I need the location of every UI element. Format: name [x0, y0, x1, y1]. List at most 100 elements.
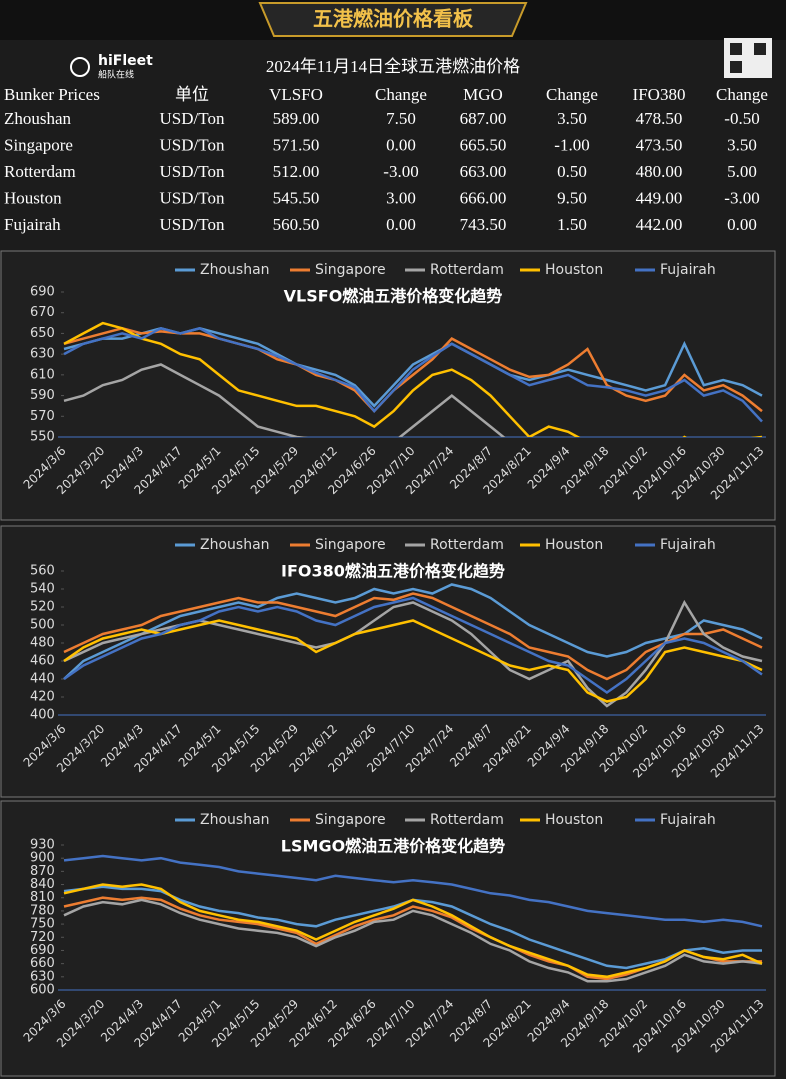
column-header: MGO [463, 85, 503, 104]
y-tick-label: 720 [30, 930, 55, 945]
y-tick-label: 480 [30, 636, 55, 651]
y-tick-label: 780 [30, 903, 55, 918]
table-cell: USD/Ton [160, 135, 225, 154]
legend-label: Fujairah [660, 262, 716, 278]
table-cell: USD/Ton [160, 162, 225, 181]
y-tick-label: 840 [30, 877, 55, 892]
legend-label: Rotterdam [430, 537, 504, 553]
table-cell: Singapore [4, 135, 73, 154]
table-cell: 560.50 [273, 215, 320, 234]
change-cell: -0.50 [724, 109, 759, 128]
y-tick-label: 560 [30, 564, 55, 579]
legend-label: Singapore [315, 262, 386, 278]
chart-panel [0, 250, 776, 521]
chart: 6006306606907207507808108408709009302024… [0, 800, 776, 1077]
change-cell: 0.00 [386, 135, 416, 154]
legend-label: Houston [545, 812, 603, 828]
chart-panel [0, 800, 776, 1077]
column-header: Bunker Prices [4, 85, 100, 104]
qr-mark [730, 61, 742, 73]
column-header: Change [716, 85, 768, 104]
y-tick-label: 630 [30, 969, 55, 984]
y-tick-label: 500 [30, 618, 55, 633]
y-tick-label: 520 [30, 600, 55, 615]
series-line [63, 592, 763, 681]
table-cell: 480.00 [636, 162, 683, 181]
y-tick-label: 630 [30, 347, 55, 362]
y-tick-label: 650 [30, 326, 55, 341]
banner [258, 2, 528, 37]
y-tick-label: 810 [30, 890, 55, 905]
column-header: Change [546, 85, 598, 104]
table-cell: 589.00 [273, 109, 320, 128]
y-tick-label: 930 [30, 838, 55, 853]
table-cell: 666.00 [460, 188, 507, 207]
change-cell: 3.00 [386, 188, 416, 207]
table-cell: USD/Ton [160, 215, 225, 234]
table-cell: 571.50 [273, 135, 320, 154]
change-cell: 0.50 [557, 162, 587, 181]
y-tick-label: 600 [30, 983, 55, 998]
y-tick-label: 870 [30, 864, 55, 879]
chart-title: VLSFO燃油五港价格变化趋势 [284, 287, 503, 306]
legend-label: Singapore [315, 537, 386, 553]
price-table: Bunker Prices 单位 VLSFO Change MGO Change IFO38… [4, 85, 768, 234]
table-cell: USD/Ton [160, 188, 225, 207]
table-cell: USD/Ton [160, 109, 225, 128]
change-cell: 0.00 [386, 215, 416, 234]
table-cell: Rotterdam [4, 162, 76, 181]
legend-label: Singapore [315, 812, 386, 828]
legend-label: Houston [545, 537, 603, 553]
table-cell: 473.50 [636, 135, 683, 154]
table-cell: 687.00 [460, 109, 507, 128]
chart-title: LSMGO燃油五港价格变化趋势 [281, 837, 505, 856]
legend-label: Houston [545, 262, 603, 278]
subtitle: 2024年11月14日全球五港燃油价格 [266, 57, 520, 76]
y-tick-label: 570 [30, 409, 55, 424]
y-tick-label: 460 [30, 654, 55, 669]
series-line [63, 854, 763, 928]
title: 五港燃油价格看板 [313, 7, 474, 31]
table-cell: Houston [4, 188, 62, 207]
y-tick-label: 690 [30, 285, 55, 300]
y-tick-label: 670 [30, 305, 55, 320]
change-cell: -1.00 [554, 135, 589, 154]
column-header: 单位 [175, 85, 209, 104]
table-cell: Fujairah [4, 215, 61, 234]
table-cell: 545.50 [273, 188, 320, 207]
series-line [63, 596, 763, 695]
change-cell: -3.00 [383, 162, 418, 181]
change-cell: 3.50 [727, 135, 757, 154]
qr-mark [754, 43, 766, 55]
logo-sub: 船队在线 [98, 69, 134, 81]
y-tick-label: 400 [30, 708, 55, 723]
change-cell: 1.50 [557, 215, 587, 234]
column-header: Change [375, 85, 427, 104]
legend-label: Zhoushan [200, 812, 270, 828]
table-cell: 665.50 [460, 135, 507, 154]
qr-mark [730, 43, 742, 55]
chart: 4004204404604805005205405602024/3/62024/… [0, 525, 776, 798]
y-tick-label: 690 [30, 943, 55, 958]
table-cell: Zhoushan [4, 109, 72, 128]
y-tick-label: 550 [30, 430, 55, 445]
table-cell: 743.50 [460, 215, 507, 234]
table-cell: 663.00 [460, 162, 507, 181]
change-cell: 3.50 [557, 109, 587, 128]
y-tick-label: 900 [30, 851, 55, 866]
logo-icon [70, 57, 90, 77]
series-line [63, 898, 763, 983]
change-cell: 9.50 [557, 188, 587, 207]
chart-title: IFO380燃油五港价格变化趋势 [281, 562, 505, 581]
legend-label: Fujairah [660, 812, 716, 828]
y-tick-label: 660 [30, 956, 55, 971]
y-tick-label: 540 [30, 582, 55, 597]
chart: 5505705906106306506706902024/3/62024/3/2… [0, 250, 776, 521]
logo-text: hiFleet [98, 53, 153, 69]
y-tick-label: 590 [30, 388, 55, 403]
y-tick-label: 420 [30, 690, 55, 705]
y-tick-label: 750 [30, 917, 55, 932]
series-line [63, 583, 763, 680]
